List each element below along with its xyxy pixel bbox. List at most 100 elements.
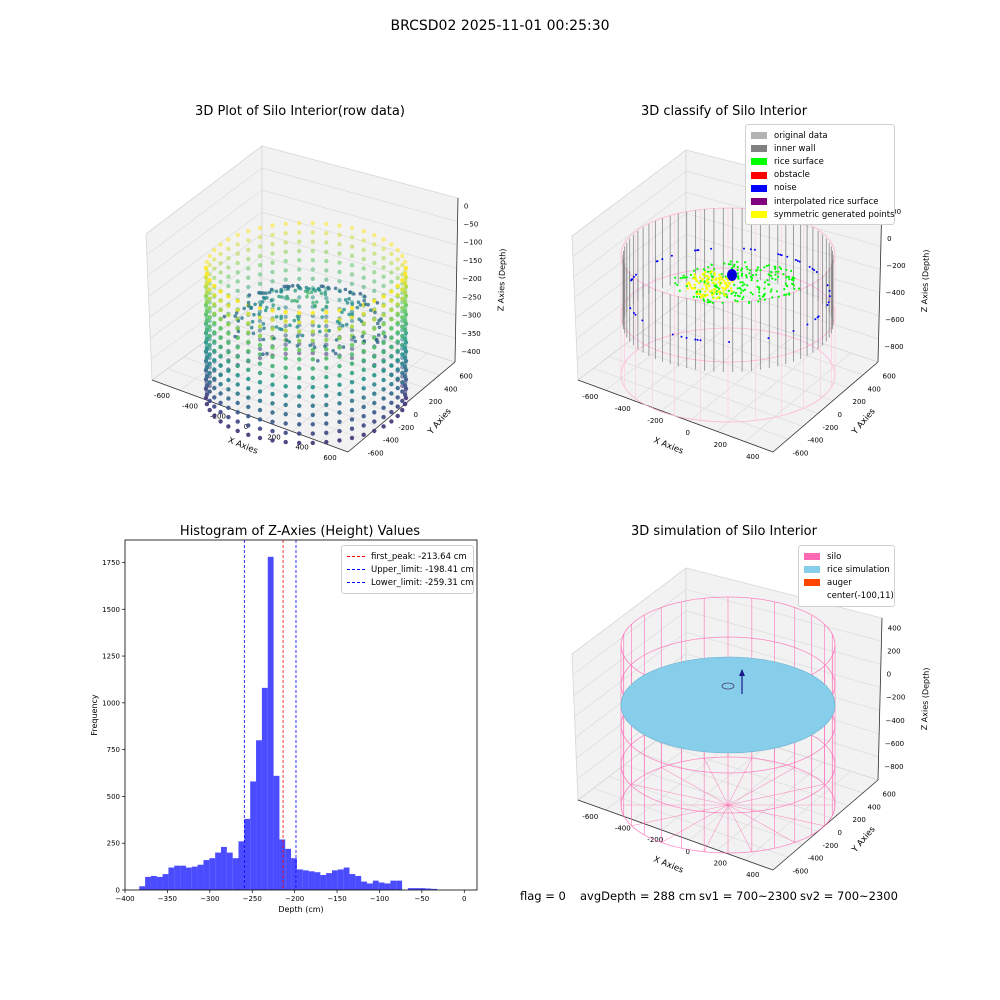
classify-rice-point xyxy=(770,271,772,273)
raw-y-tick: -600 xyxy=(368,450,384,458)
histogram-bar xyxy=(233,858,239,890)
classify-y-tick: 600 xyxy=(883,372,896,380)
raw-point xyxy=(277,307,281,311)
classify-rice-point xyxy=(737,278,739,280)
raw-point xyxy=(258,263,262,267)
raw-point xyxy=(218,345,222,349)
classify-rice-point xyxy=(707,266,709,268)
histogram-legend-line xyxy=(347,582,365,583)
raw-point xyxy=(324,310,328,314)
raw-point xyxy=(337,364,341,368)
classify-noise-point xyxy=(799,261,801,263)
raw-point xyxy=(362,386,366,390)
raw-x-tick: 400 xyxy=(295,444,308,452)
raw-point xyxy=(301,334,305,338)
classify-symmetric-point xyxy=(719,293,721,295)
raw-point xyxy=(362,276,366,280)
status-sv2: sv2 = 700~2300 xyxy=(800,889,898,903)
histogram-bar xyxy=(139,886,145,890)
simulation-y-tick: -400 xyxy=(808,855,824,863)
raw-point xyxy=(315,300,319,304)
classify-noise-point xyxy=(814,318,816,320)
raw-point xyxy=(275,325,279,329)
raw-point xyxy=(212,404,216,408)
classify-z-label: Z Axies (Depth) xyxy=(920,249,931,312)
raw-point xyxy=(342,308,346,312)
raw-point xyxy=(246,368,250,372)
raw-point xyxy=(251,320,255,324)
raw-point xyxy=(396,404,400,408)
histogram-bar xyxy=(361,882,367,890)
histogram-bar xyxy=(297,869,303,890)
raw-point xyxy=(246,276,250,280)
raw-point xyxy=(296,335,300,339)
raw-point xyxy=(311,441,315,445)
raw-z-tick: −300 xyxy=(462,312,481,320)
classify-rice-point xyxy=(746,268,748,270)
histogram-bar xyxy=(379,883,385,890)
classify-legend-label: original data xyxy=(774,131,828,141)
raw-point xyxy=(284,393,288,397)
raw-point xyxy=(334,287,338,291)
raw-point xyxy=(372,242,376,246)
classify-rice-point xyxy=(707,271,709,273)
raw-z-tick: −350 xyxy=(462,330,481,338)
raw-point xyxy=(324,431,328,435)
raw-point xyxy=(372,261,376,265)
raw-point xyxy=(317,287,321,291)
raw-point xyxy=(226,284,230,288)
histogram-bar xyxy=(390,881,396,890)
simulation-z-tick: −200 xyxy=(886,694,905,702)
classify-rice-point xyxy=(783,288,785,290)
raw-point xyxy=(233,314,237,318)
raw-point xyxy=(324,293,328,297)
classify-rice-point xyxy=(676,284,678,286)
classify-rice-point xyxy=(742,290,744,292)
classify-rice-point xyxy=(674,277,676,279)
classify-noise-point xyxy=(694,339,696,341)
raw-point xyxy=(341,324,345,328)
raw-point xyxy=(236,373,240,377)
raw-point xyxy=(270,270,274,274)
raw-point xyxy=(324,240,328,244)
raw-point xyxy=(284,403,288,407)
raw-point xyxy=(212,358,216,362)
raw-point xyxy=(297,230,301,234)
raw-point xyxy=(311,311,315,315)
classify-symmetric-point xyxy=(700,296,702,298)
simulation-x-tick: 200 xyxy=(714,860,727,868)
raw-point xyxy=(357,317,361,321)
classify-rice-point xyxy=(768,284,770,286)
classify-plot-title: 3D classify of Silo Interior xyxy=(574,104,874,119)
status-flag: flag = 0 xyxy=(520,889,566,903)
raw-point xyxy=(381,396,385,400)
classify-symmetric-point xyxy=(701,288,703,290)
raw-point xyxy=(275,315,279,319)
raw-point xyxy=(258,254,262,258)
raw-point xyxy=(270,373,274,377)
classify-symmetric-point xyxy=(725,277,727,279)
raw-point xyxy=(327,329,331,333)
raw-point xyxy=(262,296,266,300)
histogram-bar xyxy=(157,877,163,890)
classify-symmetric-point xyxy=(705,287,707,289)
raw-point xyxy=(311,329,315,333)
raw-point xyxy=(372,401,376,405)
classify-rice-point xyxy=(788,276,790,278)
histogram-legend-label: first_peak: -213.64 cm xyxy=(371,552,467,562)
raw-point xyxy=(400,408,404,412)
raw-point xyxy=(377,333,381,337)
raw-point xyxy=(297,385,301,389)
raw-x-tick: -600 xyxy=(154,392,170,400)
raw-point xyxy=(297,249,301,253)
raw-point xyxy=(373,311,377,315)
raw-point xyxy=(362,433,366,437)
classify-rice-point xyxy=(740,292,742,294)
raw-point xyxy=(337,373,341,377)
classify-noise-point xyxy=(750,248,752,250)
raw-point xyxy=(350,408,354,412)
histogram-y-label: Frequency xyxy=(90,694,99,736)
raw-point xyxy=(208,254,212,258)
raw-point xyxy=(363,339,367,343)
histogram-x-tick: −50 xyxy=(414,895,429,903)
